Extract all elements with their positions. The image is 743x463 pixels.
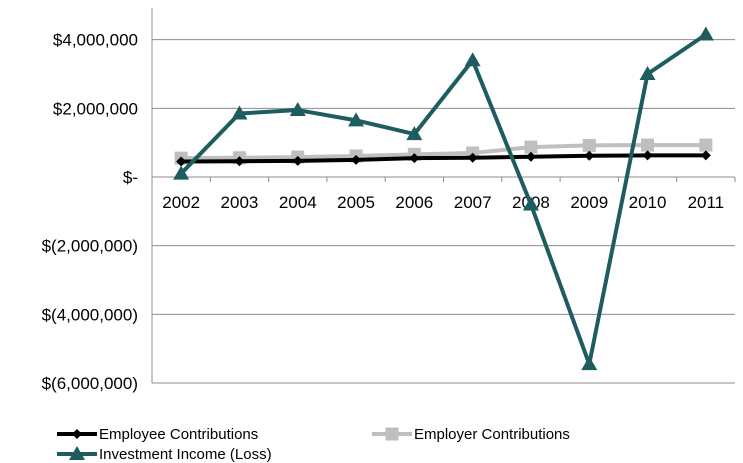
x-tick-label: 2002 xyxy=(162,193,200,212)
x-tick-label: 2010 xyxy=(629,193,667,212)
data-point-diamond xyxy=(700,150,711,161)
y-tick-label: $2,000,000 xyxy=(53,99,138,118)
x-tick-label: 2011 xyxy=(688,193,725,212)
data-point-triangle xyxy=(348,112,365,127)
legend-entry: Investment Income (Loss) xyxy=(57,446,272,463)
data-point-triangle xyxy=(406,126,423,141)
data-point-square xyxy=(582,138,596,152)
x-tick-label: 2004 xyxy=(279,193,317,212)
data-point-triangle xyxy=(69,446,85,460)
series-line xyxy=(181,153,706,164)
x-axis: 2002200320042005200620072008200920102011 xyxy=(151,176,736,212)
legend: Employee Contributions Employer Contribut… xyxy=(57,426,570,463)
y-tick-label: $(4,000,000) xyxy=(42,305,138,324)
data-point-diamond xyxy=(292,155,303,166)
series-line xyxy=(179,32,707,367)
data-point-triangle xyxy=(522,196,539,211)
y-tick-label: $- xyxy=(123,168,138,187)
data-point-diamond xyxy=(176,156,187,167)
data-point-square xyxy=(699,138,713,152)
legend-label: Employer Contributions xyxy=(414,426,570,443)
y-tick-label: $(2,000,000) xyxy=(42,237,138,256)
y-tick-label: $(6,000,000) xyxy=(42,374,138,393)
series-diamond xyxy=(176,150,711,167)
data-point-square xyxy=(385,427,399,441)
series-triangle xyxy=(173,26,714,371)
data-point-diamond xyxy=(642,150,653,161)
data-point-diamond xyxy=(409,153,420,164)
data-point-diamond xyxy=(584,150,595,161)
data-point-diamond xyxy=(525,151,536,162)
legend-label: Employee Contributions xyxy=(99,426,258,443)
y-tick-label: $4,000,000 xyxy=(53,31,138,50)
legend-entry: Employer Contributions xyxy=(372,426,570,443)
x-tick-label: 2003 xyxy=(221,193,259,212)
data-point-diamond xyxy=(467,152,478,163)
data-point-diamond xyxy=(234,156,245,167)
data-point-square xyxy=(641,138,655,152)
y-axis: $4,000,000 $2,000,000 $- $(2,000,000) $(4,00… xyxy=(42,8,153,393)
data-point-diamond xyxy=(72,429,82,439)
gridlines xyxy=(152,39,735,384)
series-line xyxy=(181,143,706,161)
data-point-triangle xyxy=(289,102,306,117)
data-point-triangle xyxy=(639,66,656,80)
data-point-triangle xyxy=(697,26,714,41)
data-point-triangle xyxy=(173,165,190,180)
legend-label: Investment Income (Loss) xyxy=(99,446,272,463)
x-tick-label: 2005 xyxy=(337,193,375,212)
data-point-diamond xyxy=(351,154,362,165)
x-tick-label: 2007 xyxy=(454,193,492,212)
legend-entry: Employee Contributions xyxy=(57,426,258,443)
data-point-triangle xyxy=(581,356,598,371)
x-tick-label: 2009 xyxy=(570,193,608,212)
series-layer xyxy=(173,26,714,371)
data-point-triangle xyxy=(231,105,248,120)
data-point-square xyxy=(524,140,538,154)
data-point-triangle xyxy=(464,52,481,67)
x-tick-label: 2006 xyxy=(395,193,433,212)
